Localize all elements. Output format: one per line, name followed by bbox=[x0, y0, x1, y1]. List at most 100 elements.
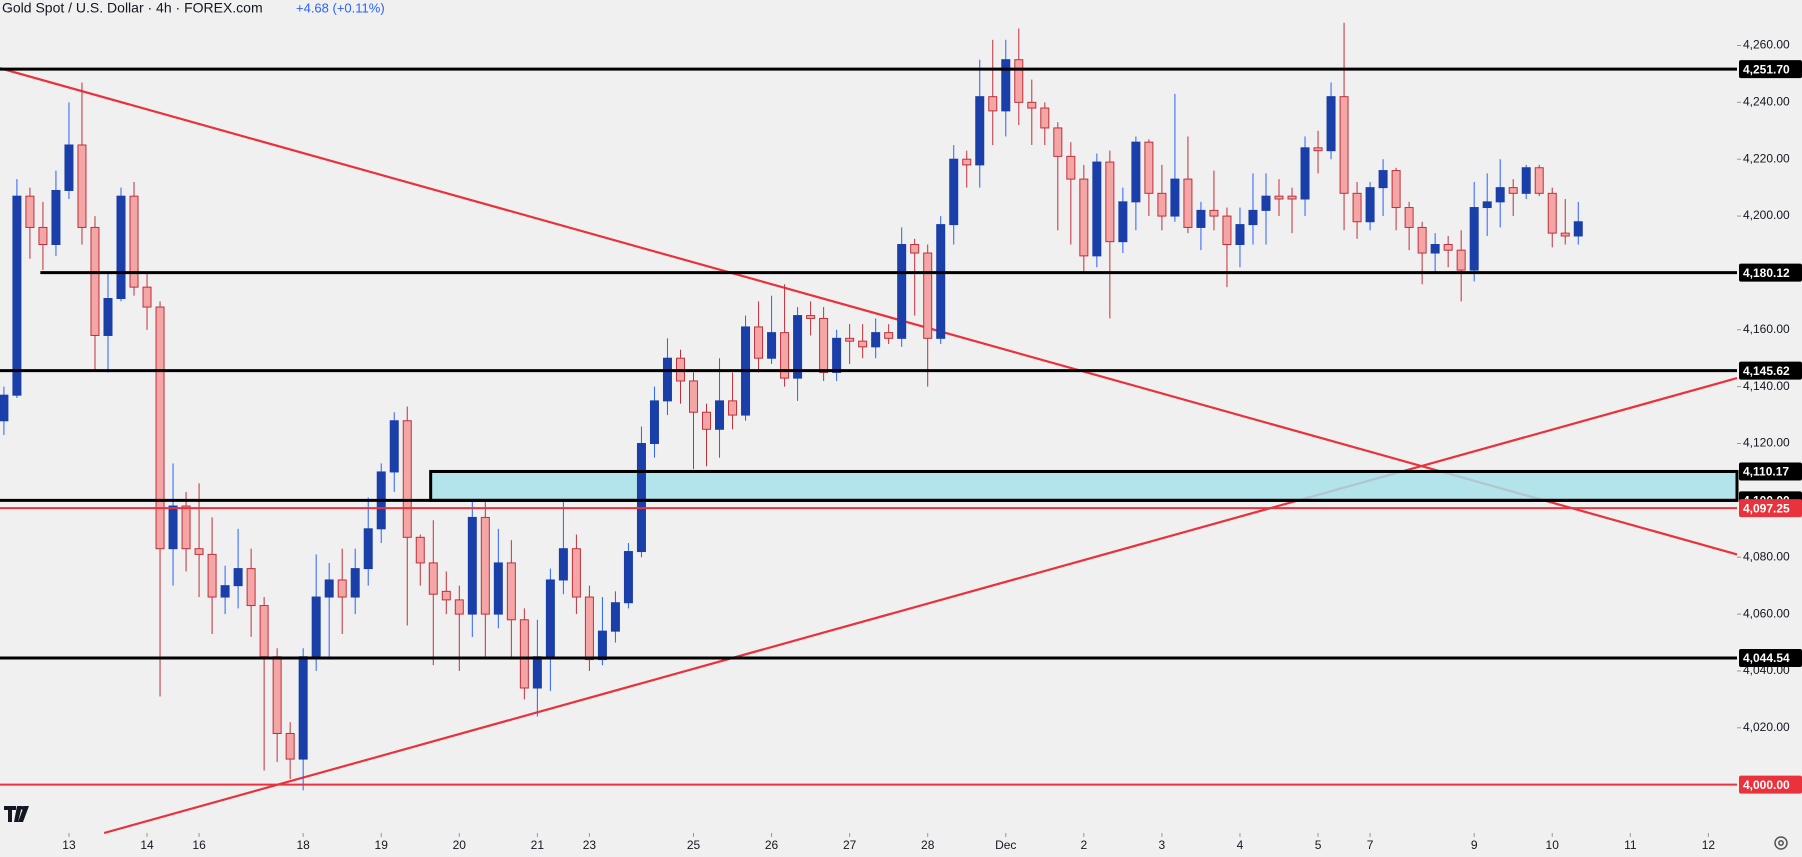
candle-body bbox=[975, 96, 985, 166]
candle-body bbox=[116, 195, 126, 300]
candle-body bbox=[77, 144, 87, 228]
candle-body bbox=[532, 656, 542, 689]
candle-body bbox=[1560, 232, 1570, 237]
candle-body bbox=[428, 562, 438, 595]
candle-body bbox=[1196, 209, 1206, 228]
candle-body bbox=[545, 579, 555, 658]
candle-body bbox=[1326, 96, 1336, 152]
candle-body bbox=[129, 195, 139, 288]
candle-body bbox=[1027, 101, 1037, 109]
candle-body bbox=[962, 158, 972, 166]
candle-body bbox=[233, 568, 243, 587]
level-label: 4,044.54 bbox=[1743, 651, 1790, 665]
y-tick-label: 4,120.00 bbox=[1743, 436, 1790, 450]
candle-body bbox=[1378, 170, 1388, 189]
candle-body bbox=[0, 394, 9, 422]
candle-body bbox=[194, 548, 204, 555]
x-tick-label: 19 bbox=[375, 838, 389, 852]
candle-body bbox=[1417, 226, 1427, 254]
tradingview-logo bbox=[4, 806, 29, 822]
x-tick-label: 16 bbox=[192, 838, 206, 852]
candle-body bbox=[819, 317, 829, 373]
candle-body bbox=[1248, 209, 1258, 226]
x-tick-label: 27 bbox=[843, 838, 857, 852]
candle-body bbox=[558, 548, 568, 581]
candle-body bbox=[688, 380, 698, 413]
candle-body bbox=[1508, 187, 1518, 194]
level-label: 4,180.12 bbox=[1743, 266, 1790, 280]
level-label: 4,000.00 bbox=[1743, 778, 1790, 792]
candle-body bbox=[25, 195, 35, 228]
candle-body bbox=[1170, 178, 1180, 217]
candle-body bbox=[285, 732, 295, 760]
candle-body bbox=[715, 400, 725, 430]
candle-body bbox=[702, 411, 712, 430]
candle-body bbox=[649, 400, 659, 445]
x-tick-label: 13 bbox=[62, 838, 76, 852]
x-tick-label: 9 bbox=[1471, 838, 1478, 852]
x-tick-label: 23 bbox=[583, 838, 597, 852]
x-tick-label: 4 bbox=[1237, 838, 1244, 852]
candle-body bbox=[1404, 207, 1414, 228]
candle-body bbox=[1547, 192, 1557, 234]
candle-body bbox=[610, 602, 620, 632]
candle-body bbox=[1534, 167, 1544, 194]
candle-body bbox=[584, 596, 594, 661]
candle-body bbox=[1573, 221, 1583, 237]
candle-body bbox=[949, 158, 959, 226]
x-tick-label: 10 bbox=[1546, 838, 1560, 852]
x-tick-label: 2 bbox=[1080, 838, 1087, 852]
candle-body bbox=[1495, 187, 1505, 203]
x-tick-label: 11 bbox=[1624, 838, 1637, 852]
candle-body bbox=[415, 536, 425, 564]
y-tick-label: 4,200.00 bbox=[1743, 208, 1790, 222]
x-tick-label: 3 bbox=[1159, 838, 1166, 852]
x-tick-label: 5 bbox=[1315, 838, 1322, 852]
candle-body bbox=[1261, 195, 1271, 211]
candle-body bbox=[767, 332, 777, 359]
x-tick-label: Dec bbox=[995, 838, 1016, 852]
candle-body bbox=[662, 357, 672, 402]
candle-body bbox=[1014, 59, 1024, 103]
y-tick-label: 4,020.00 bbox=[1743, 720, 1790, 734]
price-change: +4.68 (+0.11%) bbox=[296, 0, 385, 15]
candle-body bbox=[793, 315, 803, 379]
candle-body bbox=[754, 326, 764, 359]
candle-body bbox=[337, 579, 347, 598]
y-tick-label: 4,260.00 bbox=[1743, 38, 1790, 52]
candle-body bbox=[858, 340, 868, 348]
x-tick-label: 7 bbox=[1367, 838, 1374, 852]
x-tick-label: 25 bbox=[687, 838, 701, 852]
candle-body bbox=[1001, 59, 1011, 112]
level-label: 4,110.17 bbox=[1743, 465, 1789, 479]
candle-body bbox=[1209, 209, 1219, 217]
candle-body bbox=[467, 516, 477, 615]
candle-body bbox=[1066, 155, 1076, 180]
candle-body bbox=[1287, 195, 1297, 200]
candle-body bbox=[402, 420, 412, 538]
x-tick-label: 20 bbox=[453, 838, 467, 852]
candle-body bbox=[1482, 201, 1492, 209]
y-tick-label: 4,140.00 bbox=[1743, 379, 1790, 393]
candle-body bbox=[936, 224, 946, 339]
candle-body bbox=[1118, 201, 1128, 243]
candle-body bbox=[38, 226, 48, 245]
candle-body bbox=[910, 243, 920, 254]
level-label-box bbox=[1739, 60, 1802, 79]
y-tick-label: 4,060.00 bbox=[1743, 606, 1790, 620]
settings-icon[interactable] bbox=[1774, 836, 1788, 850]
candle-body bbox=[493, 562, 503, 615]
candle-body bbox=[1443, 243, 1453, 251]
candle-body bbox=[1274, 195, 1284, 200]
candle-body bbox=[1352, 192, 1362, 223]
candle-body bbox=[832, 337, 842, 373]
candle-body bbox=[1092, 161, 1102, 257]
plot: 4,020.004,040.004,060.004,080.004,120.00… bbox=[0, 22, 1802, 852]
candle-body bbox=[1313, 147, 1323, 152]
candle-body bbox=[389, 420, 399, 473]
candle-body bbox=[1040, 107, 1050, 129]
candle-body bbox=[259, 605, 269, 658]
candle-body bbox=[988, 96, 998, 112]
candle-body bbox=[51, 189, 61, 245]
